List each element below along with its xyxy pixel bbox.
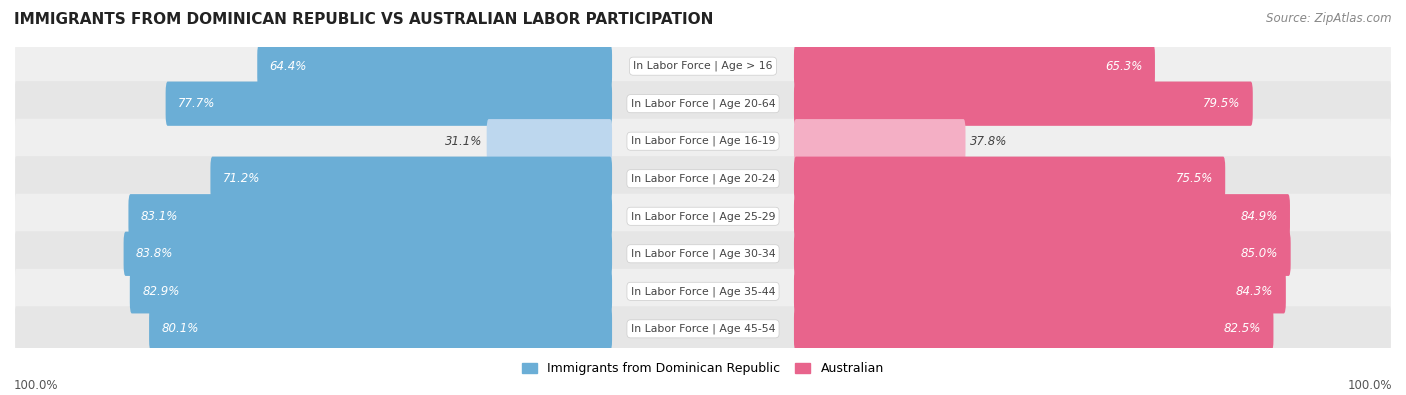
Text: In Labor Force | Age > 16: In Labor Force | Age > 16 (633, 61, 773, 71)
Text: 82.9%: 82.9% (142, 285, 180, 298)
Text: 82.5%: 82.5% (1223, 322, 1261, 335)
FancyBboxPatch shape (794, 81, 1253, 126)
Text: 80.1%: 80.1% (162, 322, 198, 335)
Text: 37.8%: 37.8% (970, 135, 1008, 148)
Text: 79.5%: 79.5% (1204, 97, 1240, 110)
FancyBboxPatch shape (794, 119, 966, 164)
Text: 77.7%: 77.7% (179, 97, 215, 110)
FancyBboxPatch shape (257, 44, 612, 88)
Text: IMMIGRANTS FROM DOMINICAN REPUBLIC VS AUSTRALIAN LABOR PARTICIPATION: IMMIGRANTS FROM DOMINICAN REPUBLIC VS AU… (14, 12, 713, 27)
FancyBboxPatch shape (15, 194, 1391, 239)
FancyBboxPatch shape (166, 81, 612, 126)
Text: 85.0%: 85.0% (1241, 247, 1278, 260)
Text: In Labor Force | Age 45-54: In Labor Force | Age 45-54 (631, 324, 775, 334)
Text: 65.3%: 65.3% (1105, 60, 1143, 73)
FancyBboxPatch shape (15, 231, 1391, 276)
Text: In Labor Force | Age 20-64: In Labor Force | Age 20-64 (631, 98, 775, 109)
Text: In Labor Force | Age 35-44: In Labor Force | Age 35-44 (631, 286, 775, 297)
FancyBboxPatch shape (15, 269, 1391, 314)
Text: 75.5%: 75.5% (1175, 172, 1213, 185)
Text: In Labor Force | Age 20-24: In Labor Force | Age 20-24 (631, 173, 775, 184)
FancyBboxPatch shape (129, 269, 612, 314)
Text: In Labor Force | Age 30-34: In Labor Force | Age 30-34 (631, 248, 775, 259)
FancyBboxPatch shape (15, 81, 1391, 126)
Text: 100.0%: 100.0% (14, 379, 59, 392)
FancyBboxPatch shape (15, 307, 1391, 352)
Text: 84.3%: 84.3% (1236, 285, 1274, 298)
FancyBboxPatch shape (211, 156, 612, 201)
FancyBboxPatch shape (794, 194, 1289, 239)
Text: 64.4%: 64.4% (270, 60, 307, 73)
Text: Source: ZipAtlas.com: Source: ZipAtlas.com (1267, 12, 1392, 25)
FancyBboxPatch shape (486, 119, 612, 164)
Text: In Labor Force | Age 16-19: In Labor Force | Age 16-19 (631, 136, 775, 147)
FancyBboxPatch shape (794, 307, 1274, 351)
FancyBboxPatch shape (15, 118, 1391, 164)
Text: 71.2%: 71.2% (222, 172, 260, 185)
FancyBboxPatch shape (794, 269, 1286, 314)
FancyBboxPatch shape (149, 307, 612, 351)
Text: 100.0%: 100.0% (1347, 379, 1392, 392)
Text: 31.1%: 31.1% (444, 135, 482, 148)
FancyBboxPatch shape (124, 231, 612, 276)
Text: 83.8%: 83.8% (136, 247, 173, 260)
FancyBboxPatch shape (15, 156, 1391, 201)
FancyBboxPatch shape (15, 43, 1391, 88)
Legend: Immigrants from Dominican Republic, Australian: Immigrants from Dominican Republic, Aust… (517, 357, 889, 380)
FancyBboxPatch shape (128, 194, 612, 239)
Text: 83.1%: 83.1% (141, 210, 179, 223)
FancyBboxPatch shape (794, 156, 1225, 201)
Text: In Labor Force | Age 25-29: In Labor Force | Age 25-29 (631, 211, 775, 222)
FancyBboxPatch shape (794, 231, 1291, 276)
Text: 84.9%: 84.9% (1240, 210, 1278, 223)
FancyBboxPatch shape (794, 44, 1154, 88)
